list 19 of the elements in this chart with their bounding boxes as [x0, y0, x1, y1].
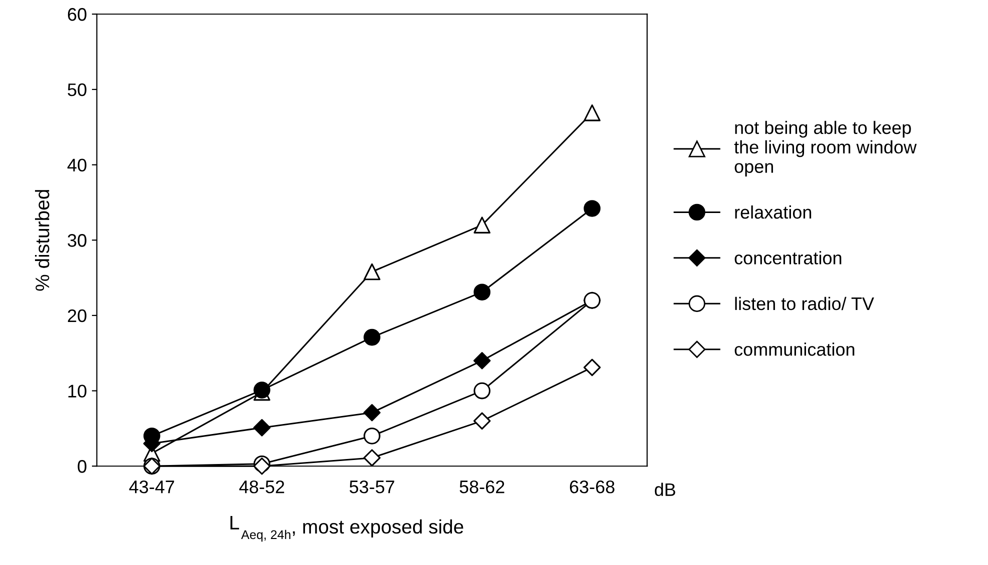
x-tick-label: 43-47: [129, 480, 174, 494]
y-axis-title: % disturbed: [35, 190, 50, 291]
x-tick-label: 53-57: [350, 480, 394, 494]
x-tick-label: 48-52: [239, 480, 284, 494]
y-tick-label: 20: [68, 309, 86, 322]
y-tick-label: 40: [67, 158, 86, 172]
y-tick-label: 10: [68, 384, 86, 398]
y-tick-label: 30: [68, 234, 86, 247]
text: dB: [654, 482, 676, 496]
x-tick-label: 63-68: [570, 480, 614, 494]
legend-label: concentration: [734, 251, 842, 264]
y-tick-label: 50: [68, 83, 86, 96]
y-tick-label: 60: [68, 8, 86, 21]
y-tick-label: 0: [78, 460, 86, 473]
legend-label: listen to radio/ TV: [735, 296, 874, 310]
legend-label: communication: [734, 342, 854, 356]
x-tick-label: 58-62: [460, 480, 504, 494]
legend-label: relaxation: [735, 205, 812, 219]
legend-label: not being able to keep the living room window open: [734, 120, 917, 177]
